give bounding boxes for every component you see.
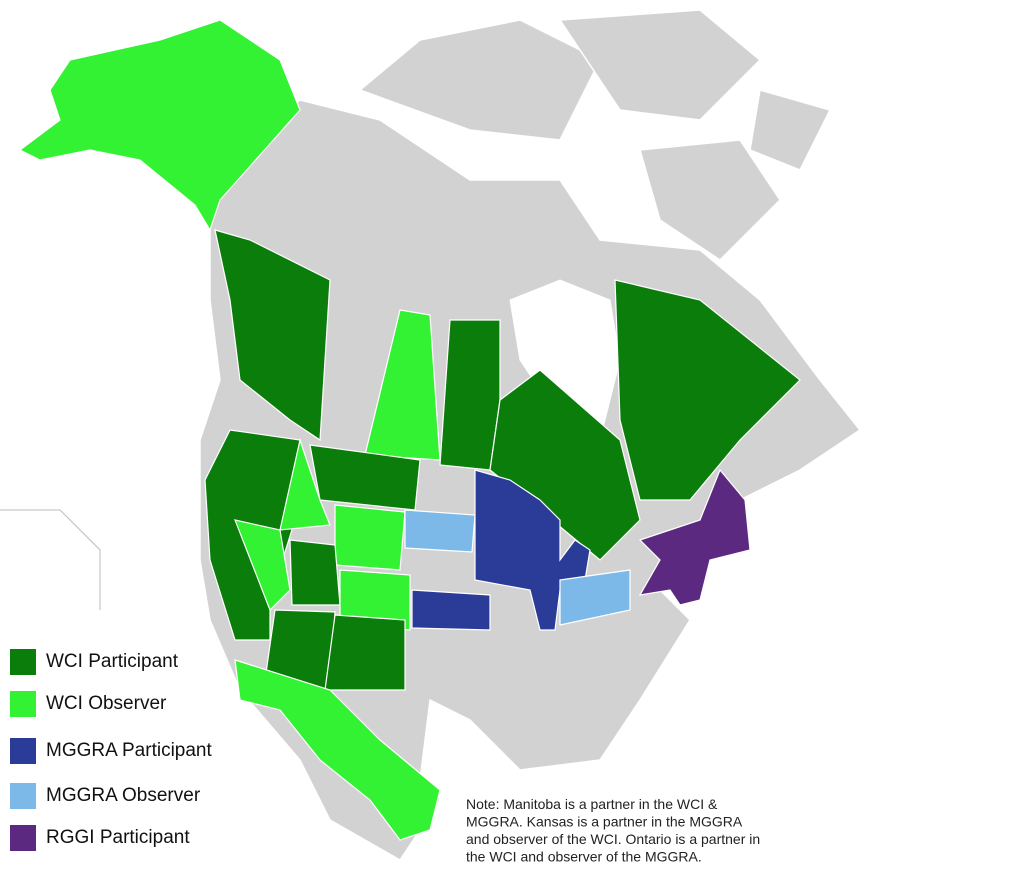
legend-label: MGGRA Participant: [46, 740, 212, 761]
arctic-island: [358, 19, 602, 141]
arctic-island: [639, 139, 781, 261]
legend-swatch: [10, 649, 36, 675]
note-line: and observer of the WCI. Ontario is a pa…: [466, 831, 760, 847]
kansas: [411, 589, 491, 631]
nevada: [234, 519, 291, 612]
note: Note: Manitoba is a partner in the WCI &…: [466, 796, 760, 865]
legend-label: MGGRA Observer: [46, 785, 201, 806]
arctic-island: [749, 89, 832, 171]
legend-swatch: [10, 738, 36, 764]
note-line: Note: Manitoba is a partner in the WCI &: [466, 796, 718, 812]
colorado: [339, 569, 411, 631]
indiana-ohio: [559, 569, 631, 626]
legend: WCI Participant WCI Observer MGGRA Partici…: [10, 649, 212, 851]
montana: [309, 444, 421, 511]
legend-label: RGGI Participant: [46, 827, 190, 848]
legend-swatch: [10, 691, 36, 717]
utah: [289, 539, 341, 606]
south-dakota: [404, 509, 476, 553]
note-line: MGGRA. Kansas is a partner in the MGGRA: [466, 814, 743, 830]
mexico-north: [234, 659, 441, 841]
alaska: [18, 19, 301, 232]
legend-label: WCI Observer: [46, 693, 167, 714]
idaho: [279, 437, 331, 531]
inset-border: [0, 509, 101, 610]
northeast: [638, 468, 751, 606]
british-columbia: [214, 229, 331, 442]
legend-swatch: [10, 825, 36, 851]
quebec: [614, 279, 801, 501]
new-mexico: [324, 614, 406, 691]
wyoming: [334, 504, 406, 571]
legend-label: WCI Participant: [46, 651, 179, 672]
midwest: [474, 469, 591, 631]
manitoba: [439, 319, 501, 471]
regions: [18, 19, 801, 841]
note-line: the WCI and observer of the MGGRA.: [466, 849, 702, 865]
hudson-bay: [509, 279, 621, 441]
arctic-island: [558, 9, 762, 121]
legend-swatch: [10, 783, 36, 809]
